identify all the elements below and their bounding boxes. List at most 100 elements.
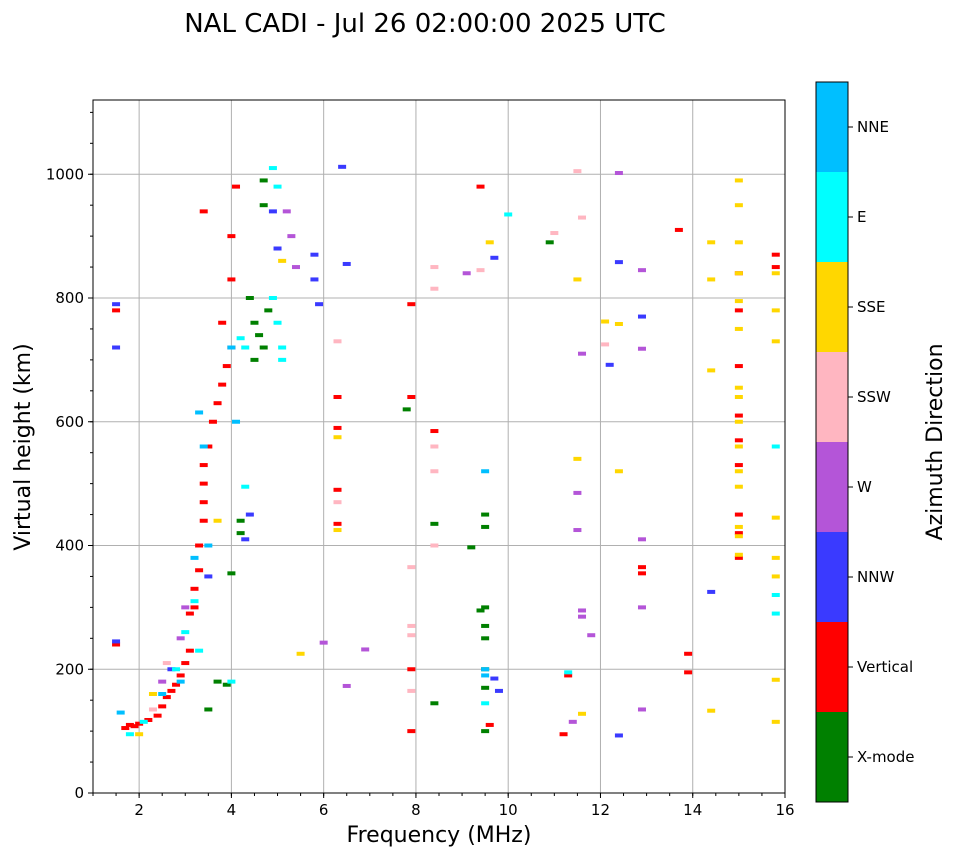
point-e xyxy=(268,166,277,171)
point-x-mode xyxy=(481,605,490,610)
point-vertical xyxy=(130,724,139,729)
colorbar-label: X-mode xyxy=(857,748,914,766)
point-e xyxy=(771,593,780,597)
point-e xyxy=(227,679,236,684)
point-vertical xyxy=(333,395,342,399)
point-vertical xyxy=(227,277,236,282)
point-w xyxy=(287,234,296,239)
point-w xyxy=(578,351,587,356)
point-sse xyxy=(734,395,743,399)
point-vertical xyxy=(167,688,176,693)
point-sse xyxy=(771,555,780,560)
point-sse xyxy=(707,277,716,282)
point-nnw xyxy=(112,345,121,350)
point-e xyxy=(268,296,277,300)
point-nne xyxy=(195,410,204,415)
point-nnw xyxy=(204,574,213,579)
point-e xyxy=(504,212,513,217)
x-tick-label: 6 xyxy=(319,801,329,819)
point-e xyxy=(273,184,282,189)
point-vertical xyxy=(190,586,199,591)
x-tick-label: 14 xyxy=(683,801,702,819)
point-vertical xyxy=(734,531,743,536)
point-e xyxy=(190,599,199,604)
point-ssw xyxy=(407,688,416,693)
point-vertical xyxy=(637,571,646,576)
y-tick-label: 1000 xyxy=(46,165,84,183)
point-sse xyxy=(771,677,780,682)
point-nne xyxy=(204,543,213,548)
point-sse xyxy=(734,178,743,183)
point-nnw xyxy=(268,209,277,214)
point-nnw xyxy=(637,314,646,319)
point-x-mode xyxy=(255,333,264,338)
point-sse xyxy=(278,258,287,263)
point-nnw xyxy=(310,277,319,282)
point-sse xyxy=(333,528,342,533)
point-vertical xyxy=(407,729,416,734)
point-sse xyxy=(771,574,780,579)
point-x-mode xyxy=(245,296,254,300)
point-vertical xyxy=(771,265,780,270)
point-vertical xyxy=(684,651,693,656)
point-w xyxy=(637,268,646,273)
point-sse xyxy=(734,419,743,424)
x-tick-label: 10 xyxy=(499,801,518,819)
point-vertical xyxy=(213,401,222,406)
point-sse xyxy=(601,319,610,324)
point-w xyxy=(587,633,596,638)
point-vertical xyxy=(407,302,416,307)
point-x-mode xyxy=(481,636,490,641)
point-x-mode xyxy=(236,518,245,523)
point-vertical xyxy=(121,726,130,731)
point-x-mode xyxy=(250,357,259,362)
y-tick-label: 600 xyxy=(55,413,84,431)
point-sse xyxy=(296,651,305,656)
point-sse xyxy=(771,719,780,724)
point-nnw xyxy=(112,639,121,644)
point-sse xyxy=(213,518,222,523)
y-tick-label: 200 xyxy=(55,660,84,678)
point-sse xyxy=(734,469,743,474)
point-vertical xyxy=(199,209,208,214)
colorbar-label: NNE xyxy=(857,118,889,136)
point-sse xyxy=(734,385,743,390)
point-vertical xyxy=(208,419,217,424)
point-vertical xyxy=(734,463,743,468)
point-e xyxy=(139,719,148,724)
data-points xyxy=(112,164,780,738)
point-nnw xyxy=(605,362,614,367)
point-ssw xyxy=(430,543,439,548)
colorbar-swatch xyxy=(816,352,848,442)
point-e xyxy=(564,670,573,675)
x-axis-label: Frequency (MHz) xyxy=(347,823,532,848)
point-vertical xyxy=(674,227,683,232)
point-vertical xyxy=(112,642,121,647)
point-x-mode xyxy=(402,407,411,412)
point-vertical xyxy=(333,487,342,492)
point-vertical xyxy=(190,605,199,610)
colorbar-title: Azimuth Direction xyxy=(923,343,948,540)
axis-ticks: 2 4 6 8 10 12 14 16 0 200 400 600 800 1000 xyxy=(46,111,795,819)
point-nne xyxy=(199,444,208,449)
point-sse xyxy=(148,692,157,696)
point-e xyxy=(278,357,287,362)
point-sse xyxy=(734,484,743,489)
point-x-mode xyxy=(250,320,259,325)
point-vertical xyxy=(476,184,485,189)
point-w xyxy=(637,707,646,712)
colorbar-swatch xyxy=(816,712,848,802)
point-sse xyxy=(578,711,587,716)
point-e xyxy=(236,336,245,341)
point-sse xyxy=(135,732,144,737)
point-e xyxy=(278,345,287,350)
point-nnw xyxy=(338,164,347,169)
point-vertical xyxy=(125,722,134,727)
colorbar-label: E xyxy=(857,208,866,226)
point-sse xyxy=(734,271,743,276)
point-ssw xyxy=(430,469,439,474)
point-x-mode xyxy=(259,203,268,208)
point-nnw xyxy=(614,260,623,265)
point-sse xyxy=(614,321,623,326)
point-x-mode xyxy=(481,685,490,690)
